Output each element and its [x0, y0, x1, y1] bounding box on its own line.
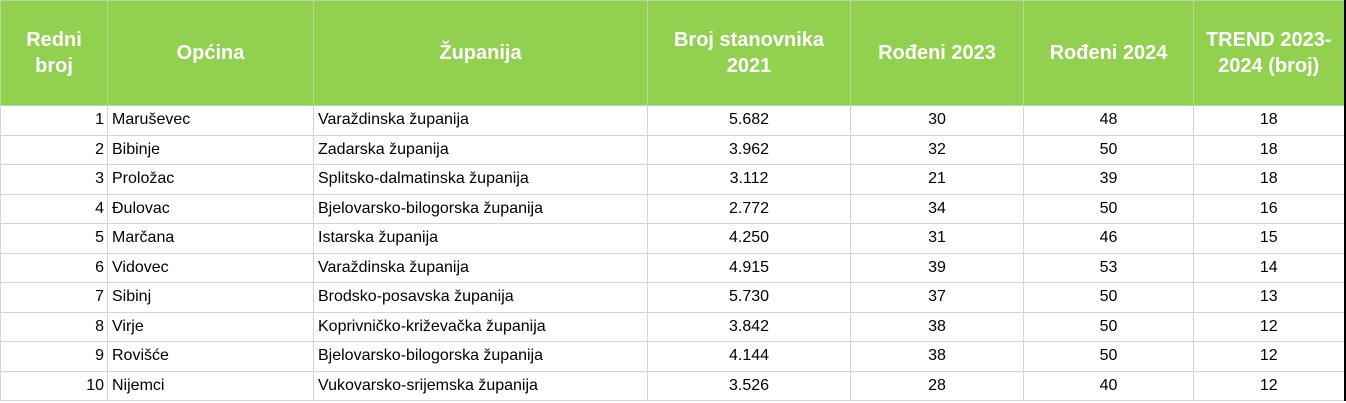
table-cell: 21 [850, 164, 1024, 195]
table-cell: 39 [1023, 164, 1194, 195]
table-cell: Brodsko-posavska županija [313, 282, 648, 313]
table-row: 8 Virje Koprivničko-križevačka županija 3.8… [0, 311, 1346, 342]
table-cell: Bjelovarsko-bilogorska županija [313, 341, 648, 372]
table-cell: 31 [850, 223, 1024, 254]
header-cell: Općina [107, 0, 314, 106]
table-row: 5 Marčana Istarska županija 4.250 31 46 15 [0, 223, 1346, 254]
table-cell: 12 [1193, 370, 1346, 401]
table-cell: 34 [850, 193, 1024, 224]
table-cell: 3.112 [647, 164, 851, 195]
table-cell: 4.915 [647, 252, 851, 283]
table-cell: 53 [1023, 252, 1194, 283]
table-cell: Nijemci [107, 370, 314, 401]
table-cell: Koprivničko-križevačka županija [313, 311, 648, 342]
table-cell: Rovišće [107, 341, 314, 372]
header-cell: Županija [313, 0, 648, 106]
header-cell: Rođeni 2024 [1023, 0, 1194, 106]
table-cell: 32 [850, 134, 1024, 165]
table-cell: 50 [1023, 134, 1194, 165]
table-cell: 50 [1023, 311, 1194, 342]
table-cell: 1 [0, 105, 108, 136]
header-cell: Broj stanovnika 2021 [647, 0, 851, 106]
table-cell: 14 [1193, 252, 1346, 283]
table-header: Redni broj Općina Županija Broj stanovnika … [0, 0, 1346, 106]
table-cell: 3.526 [647, 370, 851, 401]
table-cell: 15 [1193, 223, 1346, 254]
table-cell: 37 [850, 282, 1024, 313]
table-cell: Vukovarsko-srijemska županija [313, 370, 648, 401]
table-cell: 46 [1023, 223, 1194, 254]
table-cell: 4.250 [647, 223, 851, 254]
table-cell: 30 [850, 105, 1024, 136]
table-cell: 50 [1023, 193, 1194, 224]
table-row: 1 Maruševec Varaždinska županija 5.682 30 48 1… [0, 105, 1346, 136]
table-cell: 39 [850, 252, 1024, 283]
table-row: 7 Sibinj Brodsko-posavska županija 5.730 37 5… [0, 282, 1346, 313]
table-cell: 3.842 [647, 311, 851, 342]
table-cell: Istarska županija [313, 223, 648, 254]
table-cell: Proložac [107, 164, 314, 195]
table-cell: 5.682 [647, 105, 851, 136]
table-cell: 4 [0, 193, 108, 224]
table-cell: Bjelovarsko-bilogorska županija [313, 193, 648, 224]
table-cell: 13 [1193, 282, 1346, 313]
table-cell: Zadarska županija [313, 134, 648, 165]
table-cell: 40 [1023, 370, 1194, 401]
table-cell: 28 [850, 370, 1024, 401]
table-cell: 6 [0, 252, 108, 283]
table-body: 1 Maruševec Varaždinska županija 5.682 30 48 1… [0, 105, 1346, 401]
table-cell: Varaždinska županija [313, 252, 648, 283]
table-cell: 2.772 [647, 193, 851, 224]
table-cell: 38 [850, 341, 1024, 372]
table-cell: 5.730 [647, 282, 851, 313]
table-cell: Sibinj [107, 282, 314, 313]
table-cell: Splitsko-dalmatinska županija [313, 164, 648, 195]
header-cell: Redni broj [0, 0, 108, 106]
table-cell: 12 [1193, 341, 1346, 372]
table-cell: 38 [850, 311, 1024, 342]
table-cell: 5 [0, 223, 108, 254]
table-cell: 7 [0, 282, 108, 313]
table-cell: 8 [0, 311, 108, 342]
table-cell: 48 [1023, 105, 1194, 136]
table-cell: Marčana [107, 223, 314, 254]
table-cell: Maruševec [107, 105, 314, 136]
table-row: 3 Proložac Splitsko-dalmatinska županija 3.… [0, 164, 1346, 195]
header-cell: TREND 2023-2024 (broj) [1193, 0, 1346, 106]
table-cell: 18 [1193, 105, 1346, 136]
table-cell: Vidovec [107, 252, 314, 283]
table-cell: Varaždinska županija [313, 105, 648, 136]
table-cell: 9 [0, 341, 108, 372]
table-cell: Bibinje [107, 134, 314, 165]
table-row: 2 Bibinje Zadarska županija 3.962 32 50 18 [0, 134, 1346, 165]
table-row: 9 Rovišće Bjelovarsko-bilogorska županija 4… [0, 341, 1346, 372]
header-cell: Rođeni 2023 [850, 0, 1024, 106]
table-row: 4 Đulovac Bjelovarsko-bilogorska županija 2… [0, 193, 1346, 224]
table-cell: 50 [1023, 341, 1194, 372]
table-cell: 12 [1193, 311, 1346, 342]
table-cell: 3.962 [647, 134, 851, 165]
table-cell: 18 [1193, 164, 1346, 195]
table-cell: 3 [0, 164, 108, 195]
table-cell: 50 [1023, 282, 1194, 313]
table-row: 10 Nijemci Vukovarsko-srijemska županija 3.… [0, 370, 1346, 401]
table-cell: 10 [0, 370, 108, 401]
table-cell: 18 [1193, 134, 1346, 165]
table-cell: 4.144 [647, 341, 851, 372]
table-cell: 16 [1193, 193, 1346, 224]
table-cell: Đulovac [107, 193, 314, 224]
header-row: Redni broj Općina Županija Broj stanovnika … [0, 0, 1346, 106]
table-row: 6 Vidovec Varaždinska županija 4.915 39 53 14 [0, 252, 1346, 283]
table-cell: Virje [107, 311, 314, 342]
table-cell: 2 [0, 134, 108, 165]
